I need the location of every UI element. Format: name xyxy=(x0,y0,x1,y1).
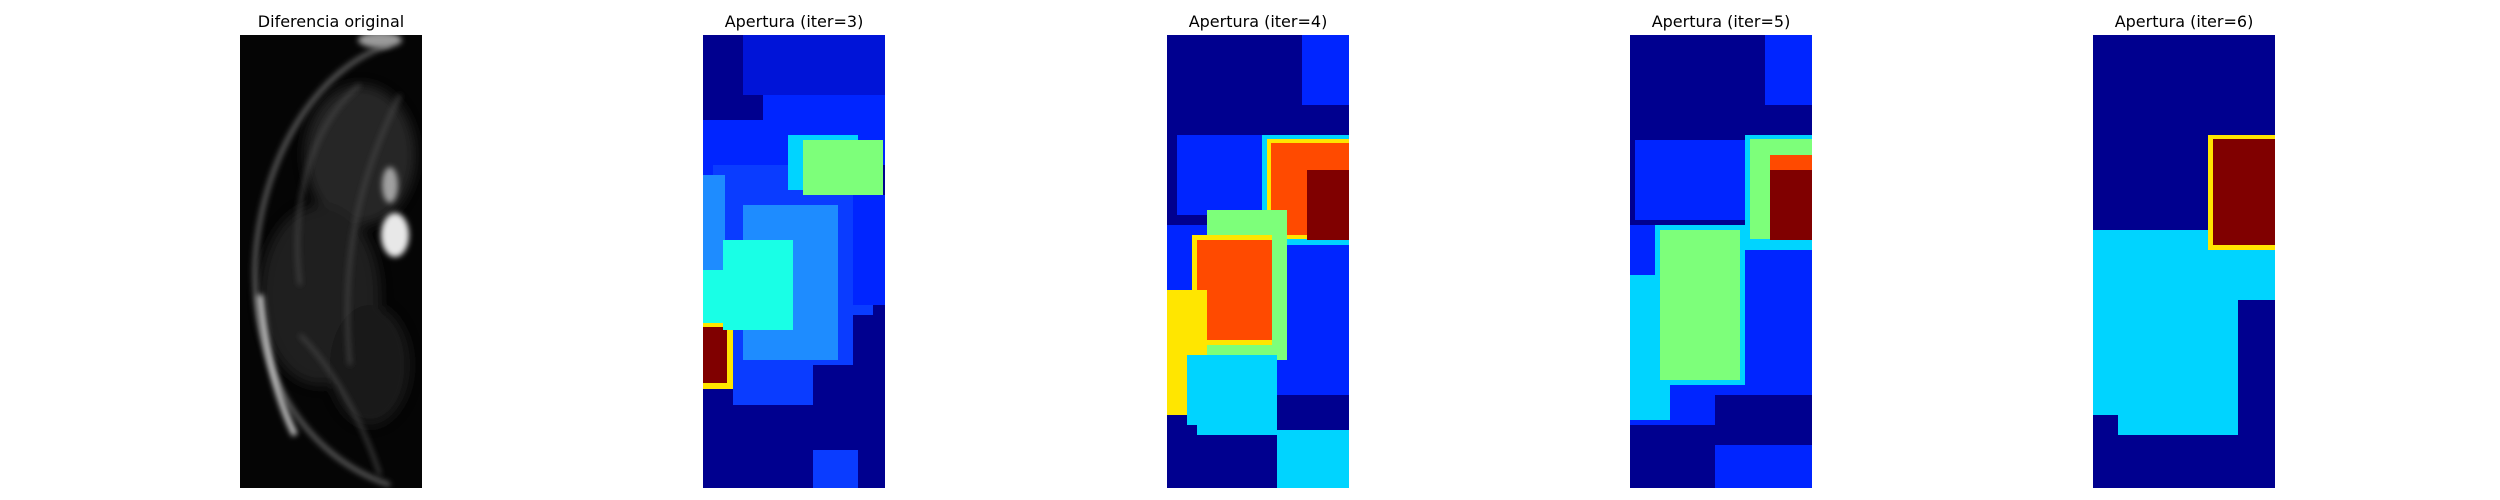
panel-title: Apertura (iter=5) xyxy=(1651,12,1791,31)
panel-title: Diferencia original xyxy=(257,12,405,31)
jet-colormap-image xyxy=(1167,35,1349,488)
panel-title: Apertura (iter=4) xyxy=(1188,12,1328,31)
panel-apertura-iter-5: Apertura (iter=5) xyxy=(1630,0,1812,500)
panel-original-difference: Diferencia original xyxy=(240,0,422,500)
panel-title: Apertura (iter=3) xyxy=(724,12,864,31)
panel-title: Apertura (iter=6) xyxy=(2114,12,2254,31)
jet-colormap-image xyxy=(2093,35,2275,488)
jet-colormap-image xyxy=(1630,35,1812,488)
grayscale-difference-image xyxy=(240,35,422,488)
panel-apertura-iter-6: Apertura (iter=6) xyxy=(2093,0,2275,500)
jet-colormap-image xyxy=(703,35,885,488)
panel-apertura-iter-3: Apertura (iter=3) xyxy=(703,0,885,500)
panel-apertura-iter-4: Apertura (iter=4) xyxy=(1167,0,1349,500)
